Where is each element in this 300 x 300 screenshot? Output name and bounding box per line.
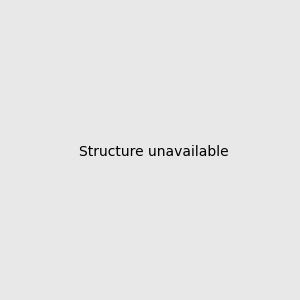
Text: Structure unavailable: Structure unavailable <box>79 145 229 158</box>
